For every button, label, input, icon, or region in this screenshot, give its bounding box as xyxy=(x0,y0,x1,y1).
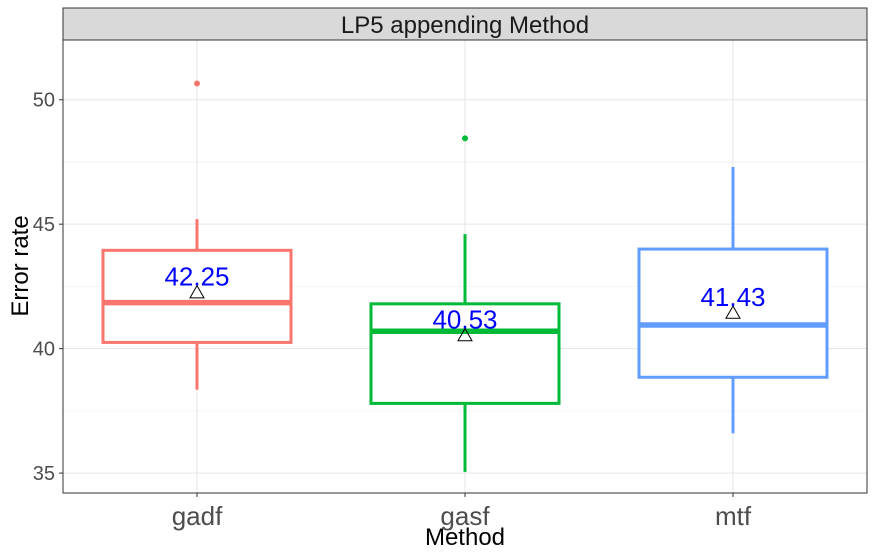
mean-marker xyxy=(189,284,205,299)
box-gasf: 40.53 xyxy=(369,135,561,472)
y-tick-label: 40 xyxy=(33,339,55,361)
y-tick-label: 35 xyxy=(33,463,55,485)
x-axis-title: Method xyxy=(425,524,505,551)
mean-marker xyxy=(725,305,741,319)
mean-label: 40.53 xyxy=(432,304,497,334)
y-axis-ticks: 35 40 45 50 xyxy=(33,90,63,485)
outlier-point xyxy=(194,80,200,87)
mean-label: 41.43 xyxy=(700,282,765,312)
outlier-point xyxy=(462,135,468,142)
box-iqr xyxy=(101,248,293,344)
box-iqr xyxy=(369,302,561,405)
facet-strip xyxy=(62,7,868,41)
y-tick-label: 45 xyxy=(33,214,55,236)
x-tick-label: gasf xyxy=(440,501,490,531)
mean-label: 42.25 xyxy=(164,262,229,292)
box-mtf: 41.43 xyxy=(637,166,829,434)
y-axis-title: Error rate xyxy=(7,215,34,316)
x-axis-ticks: gadf gasf mtf xyxy=(172,493,752,531)
chart-title: LP5 appending Method xyxy=(341,12,589,39)
boxes: 42.25 40.53 41.43 xyxy=(101,80,829,472)
y-tick-label: 50 xyxy=(33,90,55,112)
box-gadf: 42.25 xyxy=(101,80,293,390)
box-iqr xyxy=(637,247,829,379)
x-tick-label: gadf xyxy=(172,501,223,531)
mean-marker xyxy=(457,327,473,342)
x-tick-label: mtf xyxy=(715,501,752,531)
